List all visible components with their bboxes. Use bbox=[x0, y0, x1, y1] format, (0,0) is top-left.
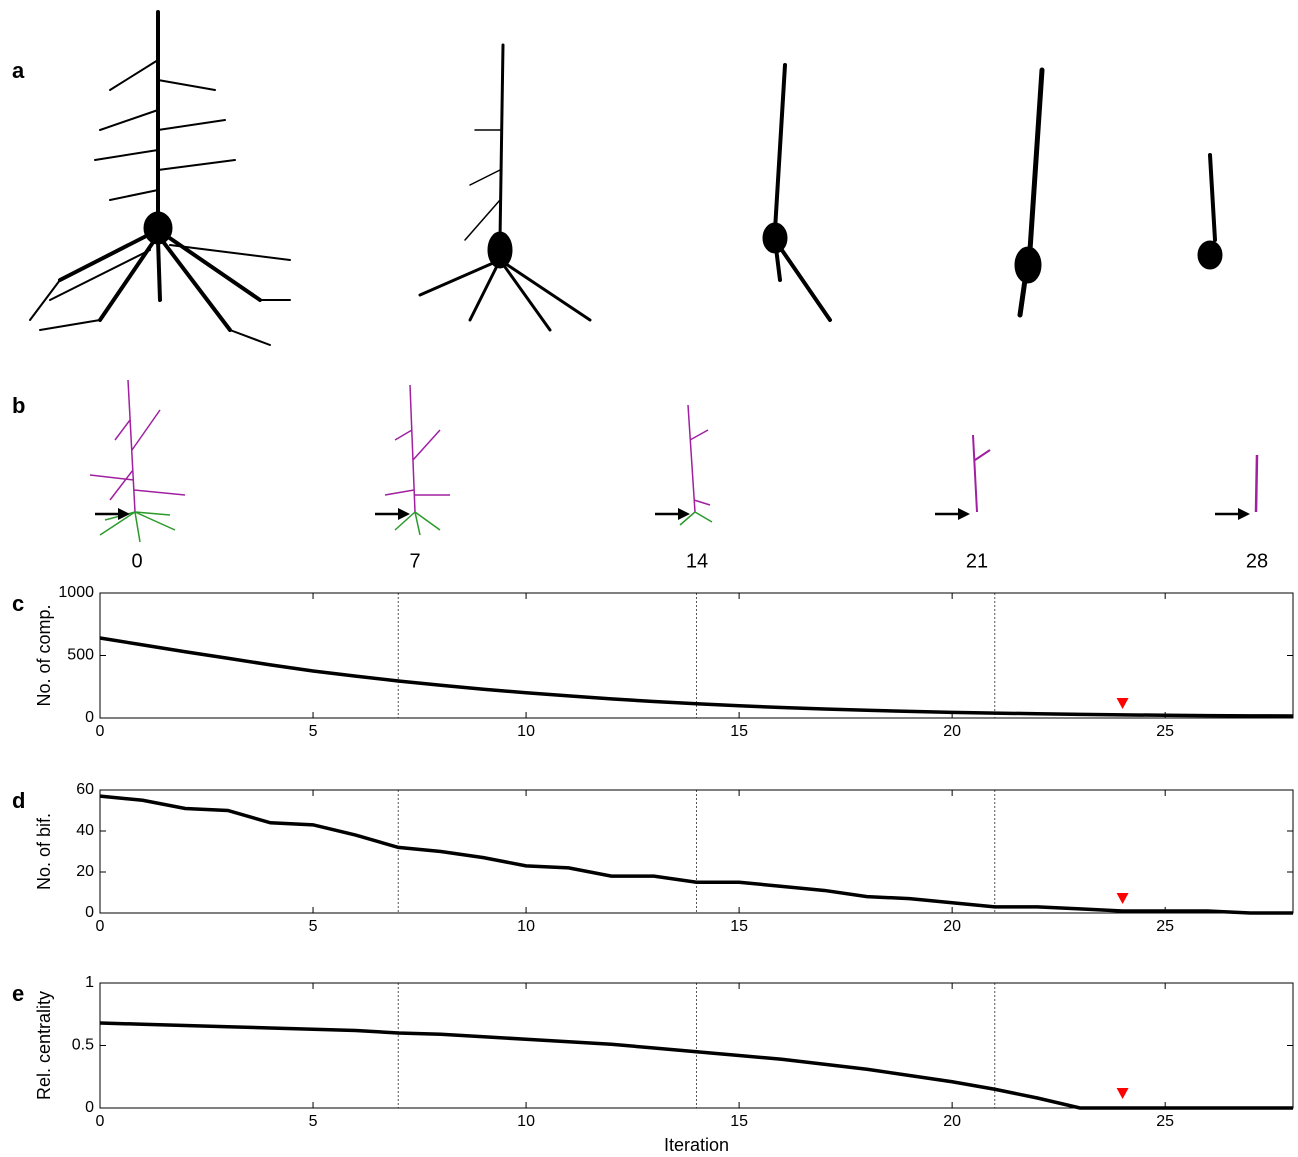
y-axis-label: No. of bif. bbox=[34, 813, 54, 890]
iteration-label: 21 bbox=[966, 550, 988, 572]
x-tick-label: 15 bbox=[730, 723, 748, 740]
x-tick-label: 0 bbox=[96, 918, 105, 935]
x-tick-label: 20 bbox=[943, 723, 961, 740]
x-tick-label: 20 bbox=[943, 918, 961, 935]
y-tick-label: 0 bbox=[85, 709, 94, 726]
marker bbox=[1117, 698, 1129, 709]
figure: a b 07142128c051015202505001000No. of co… bbox=[0, 0, 1298, 1157]
x-tick-label: 15 bbox=[730, 1113, 748, 1130]
reconstructions bbox=[90, 380, 1257, 542]
neuron-drawings bbox=[30, 12, 1222, 345]
y-tick-label: 1000 bbox=[58, 584, 94, 601]
x-tick-label: 5 bbox=[309, 723, 318, 740]
iteration-label: 0 bbox=[131, 550, 142, 572]
y-tick-label: 1 bbox=[85, 974, 94, 991]
panel-label: a bbox=[12, 58, 25, 83]
iteration-label: 7 bbox=[409, 550, 420, 572]
x-axis-label: Iteration bbox=[664, 1135, 729, 1155]
axes-box bbox=[100, 983, 1293, 1108]
panel-label: e bbox=[12, 981, 24, 1006]
x-tick-label: 25 bbox=[1156, 918, 1174, 935]
y-tick-label: 40 bbox=[76, 822, 94, 839]
x-tick-label: 5 bbox=[309, 1113, 318, 1130]
iteration-label: 28 bbox=[1246, 550, 1268, 572]
x-tick-label: 0 bbox=[96, 723, 105, 740]
x-tick-label: 10 bbox=[517, 918, 535, 935]
panel-label: b bbox=[12, 393, 25, 418]
x-tick-label: 0 bbox=[96, 1113, 105, 1130]
panel-label: d bbox=[12, 788, 25, 813]
y-tick-label: 0 bbox=[85, 1099, 94, 1116]
marker bbox=[1117, 893, 1129, 904]
x-tick-label: 20 bbox=[943, 1113, 961, 1130]
y-tick-label: 0.5 bbox=[72, 1037, 94, 1054]
panel-label: c bbox=[12, 591, 24, 616]
x-tick-label: 25 bbox=[1156, 723, 1174, 740]
x-tick-label: 15 bbox=[730, 918, 748, 935]
x-tick-label: 10 bbox=[517, 723, 535, 740]
x-tick-label: 25 bbox=[1156, 1113, 1174, 1130]
marker bbox=[1117, 1088, 1129, 1099]
iteration-label: 14 bbox=[686, 550, 708, 572]
y-tick-label: 0 bbox=[85, 904, 94, 921]
y-axis-label: No. of comp. bbox=[34, 604, 54, 706]
y-tick-label: 20 bbox=[76, 863, 94, 880]
x-tick-label: 10 bbox=[517, 1113, 535, 1130]
axes-box bbox=[100, 593, 1293, 718]
y-tick-label: 60 bbox=[76, 781, 94, 798]
y-tick-label: 500 bbox=[67, 647, 94, 664]
x-tick-label: 5 bbox=[309, 918, 318, 935]
y-axis-label: Rel. centrality bbox=[34, 991, 54, 1100]
